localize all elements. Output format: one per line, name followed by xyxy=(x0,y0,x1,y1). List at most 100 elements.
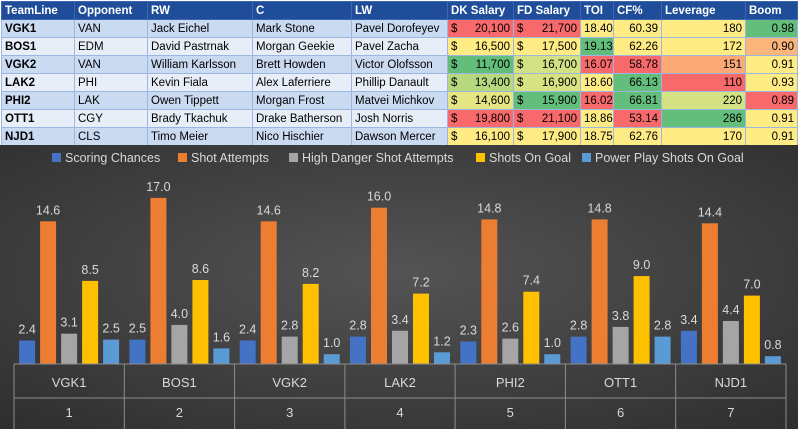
cell-fd: $21,100 xyxy=(513,109,581,128)
data-label: 2.4 xyxy=(239,323,256,337)
data-label: 14.6 xyxy=(257,203,281,217)
bar xyxy=(302,283,319,364)
category-label: NJD1 xyxy=(715,375,748,390)
column-header: LW xyxy=(351,1,448,20)
cell-team: NJD1 xyxy=(1,127,75,146)
salary-value: 15,900 xyxy=(541,94,577,107)
salary-value: 20,100 xyxy=(474,22,510,35)
data-label: 14.6 xyxy=(36,203,60,217)
chart-legend: Scoring Chances Shot Attempts High Danger … xyxy=(52,151,744,165)
salary-value: 16,100 xyxy=(474,130,510,143)
currency-symbol: $ xyxy=(451,58,458,71)
cell-lw: Josh Norris xyxy=(351,109,448,128)
data-label: 8.5 xyxy=(81,263,98,277)
cell-rw: Timo Meier xyxy=(147,127,253,146)
cell-lev: 172 xyxy=(661,37,746,56)
category-label: OTT1 xyxy=(604,375,637,390)
cell-opp: EDM xyxy=(74,37,148,56)
column-header: Boom xyxy=(745,1,798,20)
category-label: VGK2 xyxy=(272,375,307,390)
table-row: BOS1 EDM David Pastrnak Morgan Geekie Pavel … xyxy=(1,37,798,56)
table-row: LAK2 PHI Kevin Fiala Alex Laferriere Phillip… xyxy=(1,73,798,92)
cell-cf: 58.78 xyxy=(613,55,662,74)
lines-table: TeamLine Opponent RW C LW DK Salary FD Salary T… xyxy=(1,1,798,146)
cell-toi: 19.13 xyxy=(580,37,614,56)
bar xyxy=(680,330,697,364)
cell-opp: VAN xyxy=(74,19,148,38)
data-label: 2.6 xyxy=(502,321,519,335)
bar xyxy=(350,336,366,364)
bar xyxy=(129,339,146,364)
bar xyxy=(150,197,167,364)
salary-value: 17,900 xyxy=(541,130,577,143)
data-label: 2.5 xyxy=(129,322,146,336)
data-label: 14.4 xyxy=(698,205,722,219)
legend-label: High Danger Shot Attempts xyxy=(302,151,453,165)
cell-rw: Brady Tkachuk xyxy=(147,109,253,128)
data-label: 2.4 xyxy=(18,323,35,337)
cell-lev: 170 xyxy=(661,127,746,146)
bar xyxy=(591,219,608,364)
cell-cf: 62.26 xyxy=(613,37,662,56)
data-label: 2.3 xyxy=(460,324,477,338)
column-header: Leverage xyxy=(661,1,746,20)
cell-opp: PHI xyxy=(74,73,148,92)
cell-rw: Kevin Fiala xyxy=(147,73,253,92)
currency-symbol: $ xyxy=(451,76,458,89)
data-label: 3.1 xyxy=(60,316,77,330)
legend-swatch xyxy=(476,153,485,162)
cell-dk: $20,100 xyxy=(447,19,514,38)
legend-swatch xyxy=(289,153,298,162)
bar xyxy=(392,330,408,364)
cell-lw: Pavel Zacha xyxy=(351,37,448,56)
cell-dk: $19,800 xyxy=(447,109,514,128)
cell-team: OTT1 xyxy=(1,109,75,128)
cell-boom: 0.90 xyxy=(745,37,798,56)
currency-symbol: $ xyxy=(517,130,524,143)
data-label: 2.8 xyxy=(281,319,298,333)
bar xyxy=(722,321,739,364)
cell-c: Drake Batherson xyxy=(252,109,352,128)
category-number: 6 xyxy=(617,405,624,420)
cell-cf: 62.76 xyxy=(613,127,662,146)
bar xyxy=(460,341,477,364)
cell-cf: 66.81 xyxy=(613,91,662,110)
data-label: 8.2 xyxy=(302,266,319,280)
cell-lw: Matvei Michkov xyxy=(351,91,448,110)
cell-c: Morgan Geekie xyxy=(252,37,352,56)
category-number: 2 xyxy=(176,405,183,420)
cell-lev: 151 xyxy=(661,55,746,74)
data-label: 0.8 xyxy=(764,338,781,352)
cell-lev: 286 xyxy=(661,109,746,128)
cell-fd: $17,500 xyxy=(513,37,581,56)
cell-fd: $21,700 xyxy=(513,19,581,38)
cell-dk: $13,400 xyxy=(447,73,514,92)
data-label: 2.8 xyxy=(349,319,366,333)
cell-fd: $16,700 xyxy=(513,55,581,74)
data-label: 8.6 xyxy=(192,262,209,276)
data-label: 4.4 xyxy=(722,303,739,317)
column-header: TOI xyxy=(580,1,614,20)
bar xyxy=(103,339,120,364)
data-label: 2.5 xyxy=(102,322,119,336)
cell-toi: 18.75 xyxy=(580,127,614,146)
cell-lw: Phillip Danault xyxy=(351,73,448,92)
cell-opp: VAN xyxy=(74,55,148,74)
data-label: 3.4 xyxy=(680,313,697,327)
salary-value: 21,100 xyxy=(541,112,577,125)
currency-symbol: $ xyxy=(451,40,458,53)
data-label: 7.2 xyxy=(412,276,429,290)
bar xyxy=(192,280,209,364)
bar xyxy=(281,336,298,364)
cell-cf: 60.39 xyxy=(613,19,662,38)
table-row: NJD1 CLS Timo Meier Nico Hischier Dawson Mer… xyxy=(1,127,798,146)
chart-bars xyxy=(19,197,781,364)
cell-boom: 0.98 xyxy=(745,19,798,38)
table-row: OTT1 CGY Brady Tkachuk Drake Batherson Josh … xyxy=(1,109,798,128)
data-label: 2.8 xyxy=(570,319,587,333)
category-label: VGK1 xyxy=(52,375,87,390)
cell-cf: 66.13 xyxy=(613,73,662,92)
bar xyxy=(413,293,429,364)
data-label: 9.0 xyxy=(633,258,650,272)
cell-c: Mark Stone xyxy=(252,19,352,38)
